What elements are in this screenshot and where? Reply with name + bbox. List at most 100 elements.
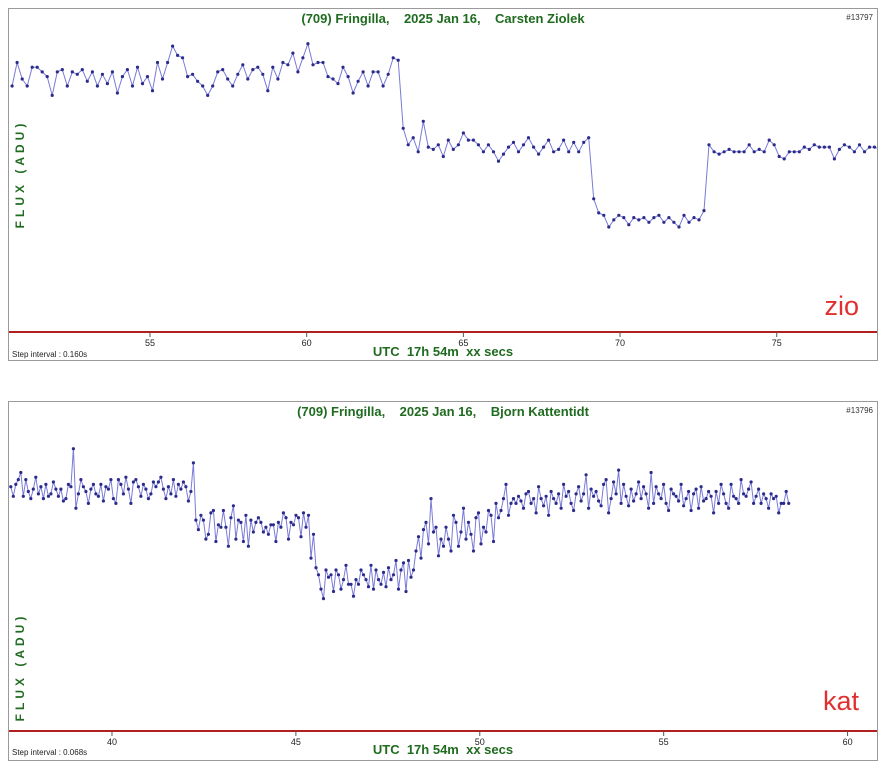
flux-data-point bbox=[557, 492, 561, 496]
flux-data-point bbox=[476, 511, 481, 515]
flux-data-point bbox=[140, 82, 145, 86]
flux-data-point bbox=[609, 497, 613, 501]
flux-data-point bbox=[779, 501, 783, 505]
flux-data-point bbox=[174, 494, 178, 498]
flux-data-point bbox=[564, 494, 568, 498]
flux-data-point bbox=[662, 482, 666, 486]
flux-data-point bbox=[774, 494, 778, 498]
flux-data-point bbox=[399, 568, 403, 572]
flux-data-point bbox=[632, 499, 636, 503]
flux-data-point bbox=[104, 485, 108, 489]
flux-data-point bbox=[652, 501, 656, 505]
flux-data-point bbox=[446, 537, 451, 541]
flux-data-point bbox=[55, 70, 59, 74]
step-interval: Step interval : 0.068s bbox=[12, 748, 88, 757]
flux-data-point bbox=[384, 585, 388, 589]
flux-data-point bbox=[782, 501, 786, 505]
flux-data-point bbox=[389, 578, 393, 582]
flux-data-point bbox=[125, 68, 129, 72]
flux-data-point bbox=[699, 485, 703, 489]
flux-data-point bbox=[752, 150, 756, 154]
flux-data-point bbox=[617, 468, 621, 472]
flux-data-point bbox=[807, 147, 811, 151]
flux-data-point bbox=[294, 513, 298, 517]
flux-data-point bbox=[654, 485, 658, 489]
flux-data-point bbox=[229, 516, 233, 520]
flux-data-point bbox=[186, 499, 190, 503]
y-axis-label: FLUX (ADU) bbox=[13, 612, 27, 722]
flux-data-point bbox=[421, 119, 425, 123]
flux-data-point bbox=[622, 216, 626, 220]
flux-data-point bbox=[336, 573, 341, 577]
flux-data-point bbox=[501, 497, 506, 501]
flux-data-point bbox=[321, 60, 325, 65]
flux-data-point bbox=[572, 140, 576, 144]
flux-data-point bbox=[516, 150, 521, 154]
flux-data-point bbox=[697, 506, 701, 510]
flux-data-point bbox=[221, 68, 225, 72]
flux-data-point bbox=[279, 525, 283, 529]
flux-data-point bbox=[674, 494, 678, 498]
flux-data-point bbox=[521, 143, 526, 147]
flux-data-point bbox=[366, 585, 371, 589]
flux-data-point bbox=[69, 485, 73, 489]
flux-data-point bbox=[597, 499, 601, 503]
flux-data-point bbox=[416, 150, 420, 154]
flux-data-point bbox=[719, 482, 723, 486]
flux-data-point bbox=[702, 499, 706, 503]
flux-data-point bbox=[75, 72, 79, 76]
flux-data-point bbox=[652, 216, 656, 220]
flux-data-point bbox=[74, 506, 78, 510]
flux-data-point bbox=[682, 504, 686, 508]
flux-data-point bbox=[599, 504, 603, 508]
flux-data-point bbox=[614, 492, 618, 496]
flux-data-point bbox=[739, 478, 743, 482]
flux-data-point bbox=[381, 84, 385, 88]
flux-data-point bbox=[607, 225, 611, 229]
flux-data-point bbox=[105, 82, 109, 86]
flux-data-point bbox=[754, 494, 758, 498]
flux-data-point bbox=[166, 485, 170, 489]
flux-data-point bbox=[301, 511, 306, 515]
flux-data-point bbox=[141, 482, 145, 486]
flux-data-point bbox=[251, 530, 255, 534]
flux-data-point bbox=[777, 511, 781, 515]
flux-data-point bbox=[787, 150, 791, 154]
flux-data-point bbox=[181, 56, 185, 60]
flux-data-point bbox=[602, 482, 606, 486]
flux-data-point bbox=[694, 487, 698, 491]
flux-data-point bbox=[319, 587, 323, 591]
chart-title: (709) Fringilla, 2025 Jan 16, Carsten Zi… bbox=[301, 11, 585, 26]
flux-data-point bbox=[281, 60, 285, 65]
flux-data-point bbox=[199, 513, 203, 517]
flux-data-point bbox=[667, 216, 671, 220]
flux-data-point bbox=[234, 537, 238, 541]
flux-data-point bbox=[582, 140, 586, 144]
flux-data-point bbox=[449, 549, 453, 553]
flux-data-point bbox=[612, 218, 616, 222]
flux-data-point bbox=[592, 197, 596, 201]
flux-data-point bbox=[684, 497, 688, 501]
flux-data-point bbox=[722, 492, 726, 496]
flux-data-point bbox=[84, 489, 88, 494]
flux-data-point bbox=[549, 489, 553, 494]
flux-data-point bbox=[752, 501, 756, 505]
flux-data-point bbox=[25, 84, 29, 88]
flux-data-point bbox=[254, 520, 258, 524]
flux-data-point bbox=[96, 494, 100, 498]
flux-data-point bbox=[276, 77, 280, 81]
flux-data-point bbox=[339, 587, 343, 591]
flux-data-point bbox=[451, 513, 456, 517]
x-tick-label: 55 bbox=[145, 338, 155, 348]
flux-data-point bbox=[679, 482, 683, 486]
flux-data-point bbox=[95, 84, 99, 88]
flux-data-point bbox=[19, 470, 23, 475]
flux-data-point bbox=[772, 143, 776, 147]
flux-data-point bbox=[764, 497, 768, 501]
flux-data-point bbox=[456, 544, 461, 548]
flux-data-point bbox=[179, 487, 183, 491]
flux-data-point bbox=[491, 150, 496, 154]
flux-data-point bbox=[39, 485, 43, 489]
flux-data-point bbox=[291, 523, 296, 527]
flux-data-point bbox=[45, 75, 49, 79]
